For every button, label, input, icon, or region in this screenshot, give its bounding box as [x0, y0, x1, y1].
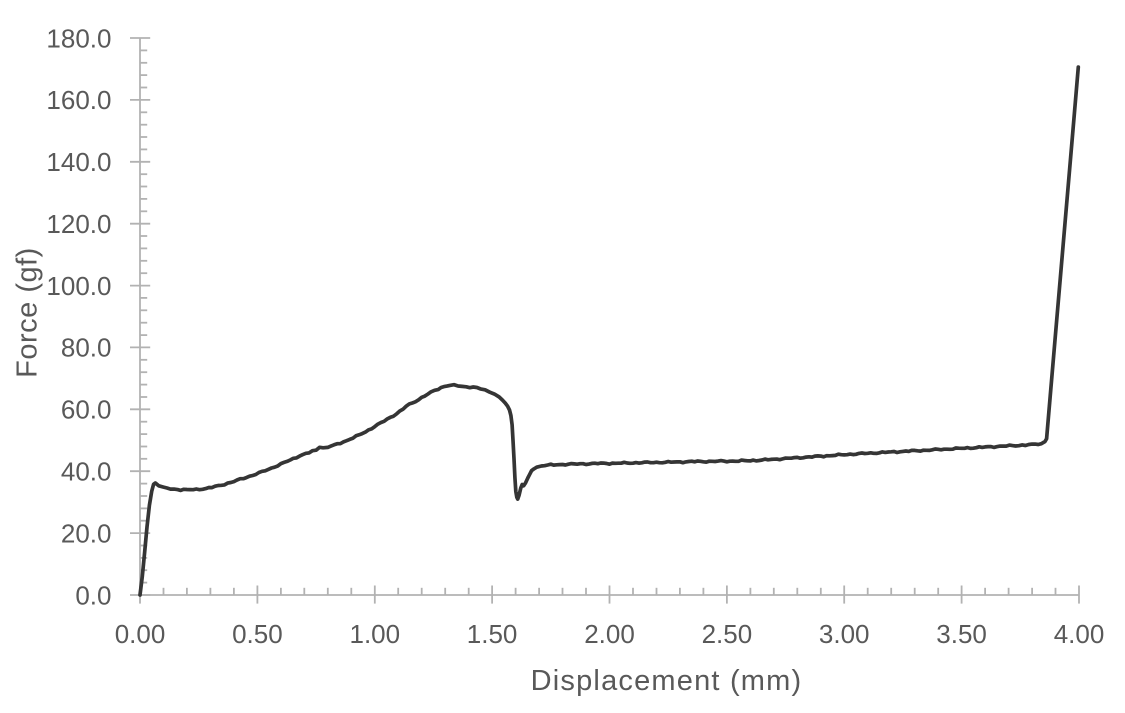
- svg-text:Displacement (mm): Displacement (mm): [531, 665, 803, 697]
- svg-text:Force (gf): Force (gf): [12, 247, 44, 378]
- svg-text:120.0: 120.0: [46, 209, 111, 239]
- svg-text:0.50: 0.50: [232, 619, 283, 649]
- svg-text:2.50: 2.50: [702, 619, 753, 649]
- svg-text:40.0: 40.0: [61, 457, 112, 487]
- svg-text:3.50: 3.50: [936, 619, 987, 649]
- svg-text:0.0: 0.0: [75, 580, 111, 610]
- svg-text:140.0: 140.0: [46, 147, 111, 177]
- svg-text:180.0: 180.0: [46, 23, 111, 53]
- svg-text:1.00: 1.00: [349, 619, 400, 649]
- svg-text:3.00: 3.00: [819, 619, 870, 649]
- svg-text:60.0: 60.0: [61, 395, 112, 425]
- svg-text:0.00: 0.00: [115, 619, 166, 649]
- svg-text:1.50: 1.50: [467, 619, 518, 649]
- svg-text:160.0: 160.0: [46, 85, 111, 115]
- svg-text:2.00: 2.00: [584, 619, 635, 649]
- svg-text:4.00: 4.00: [1054, 619, 1105, 649]
- svg-text:100.0: 100.0: [46, 271, 111, 301]
- svg-text:20.0: 20.0: [61, 518, 112, 548]
- svg-text:80.0: 80.0: [61, 333, 112, 363]
